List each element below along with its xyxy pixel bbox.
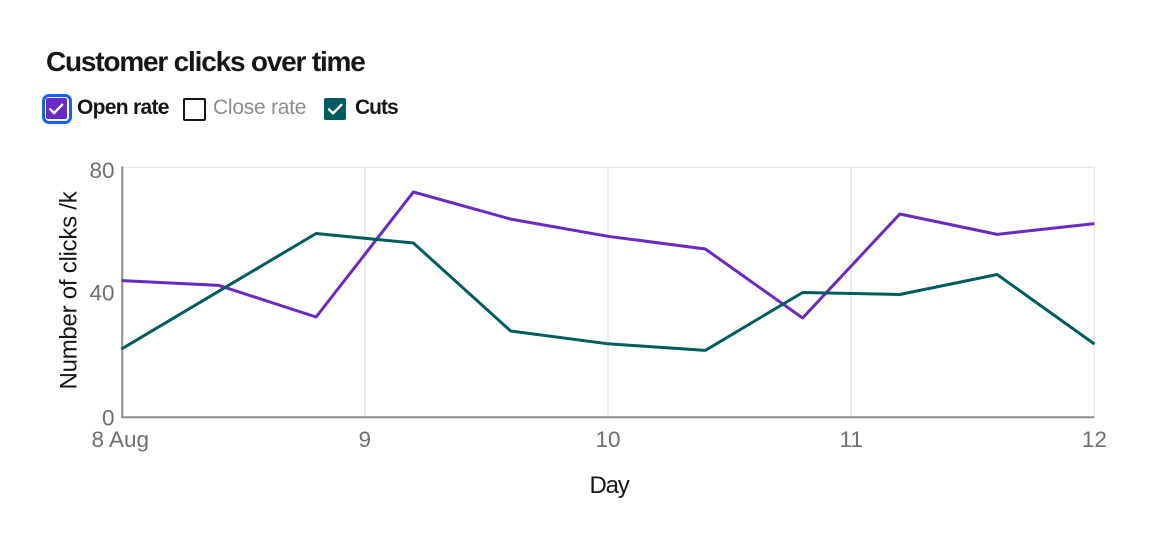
svg-text:10: 10 [595,427,620,452]
svg-text:Day: Day [589,472,629,499]
svg-text:9: 9 [359,427,372,452]
svg-text:8 Aug: 8 Aug [92,427,150,452]
svg-text:Number of clicks /k: Number of clicks /k [56,190,83,389]
svg-text:12: 12 [1082,427,1107,452]
svg-text:11: 11 [840,427,863,452]
svg-text:40: 40 [89,281,114,306]
svg-text:0: 0 [102,406,115,431]
svg-text:80: 80 [89,158,114,183]
